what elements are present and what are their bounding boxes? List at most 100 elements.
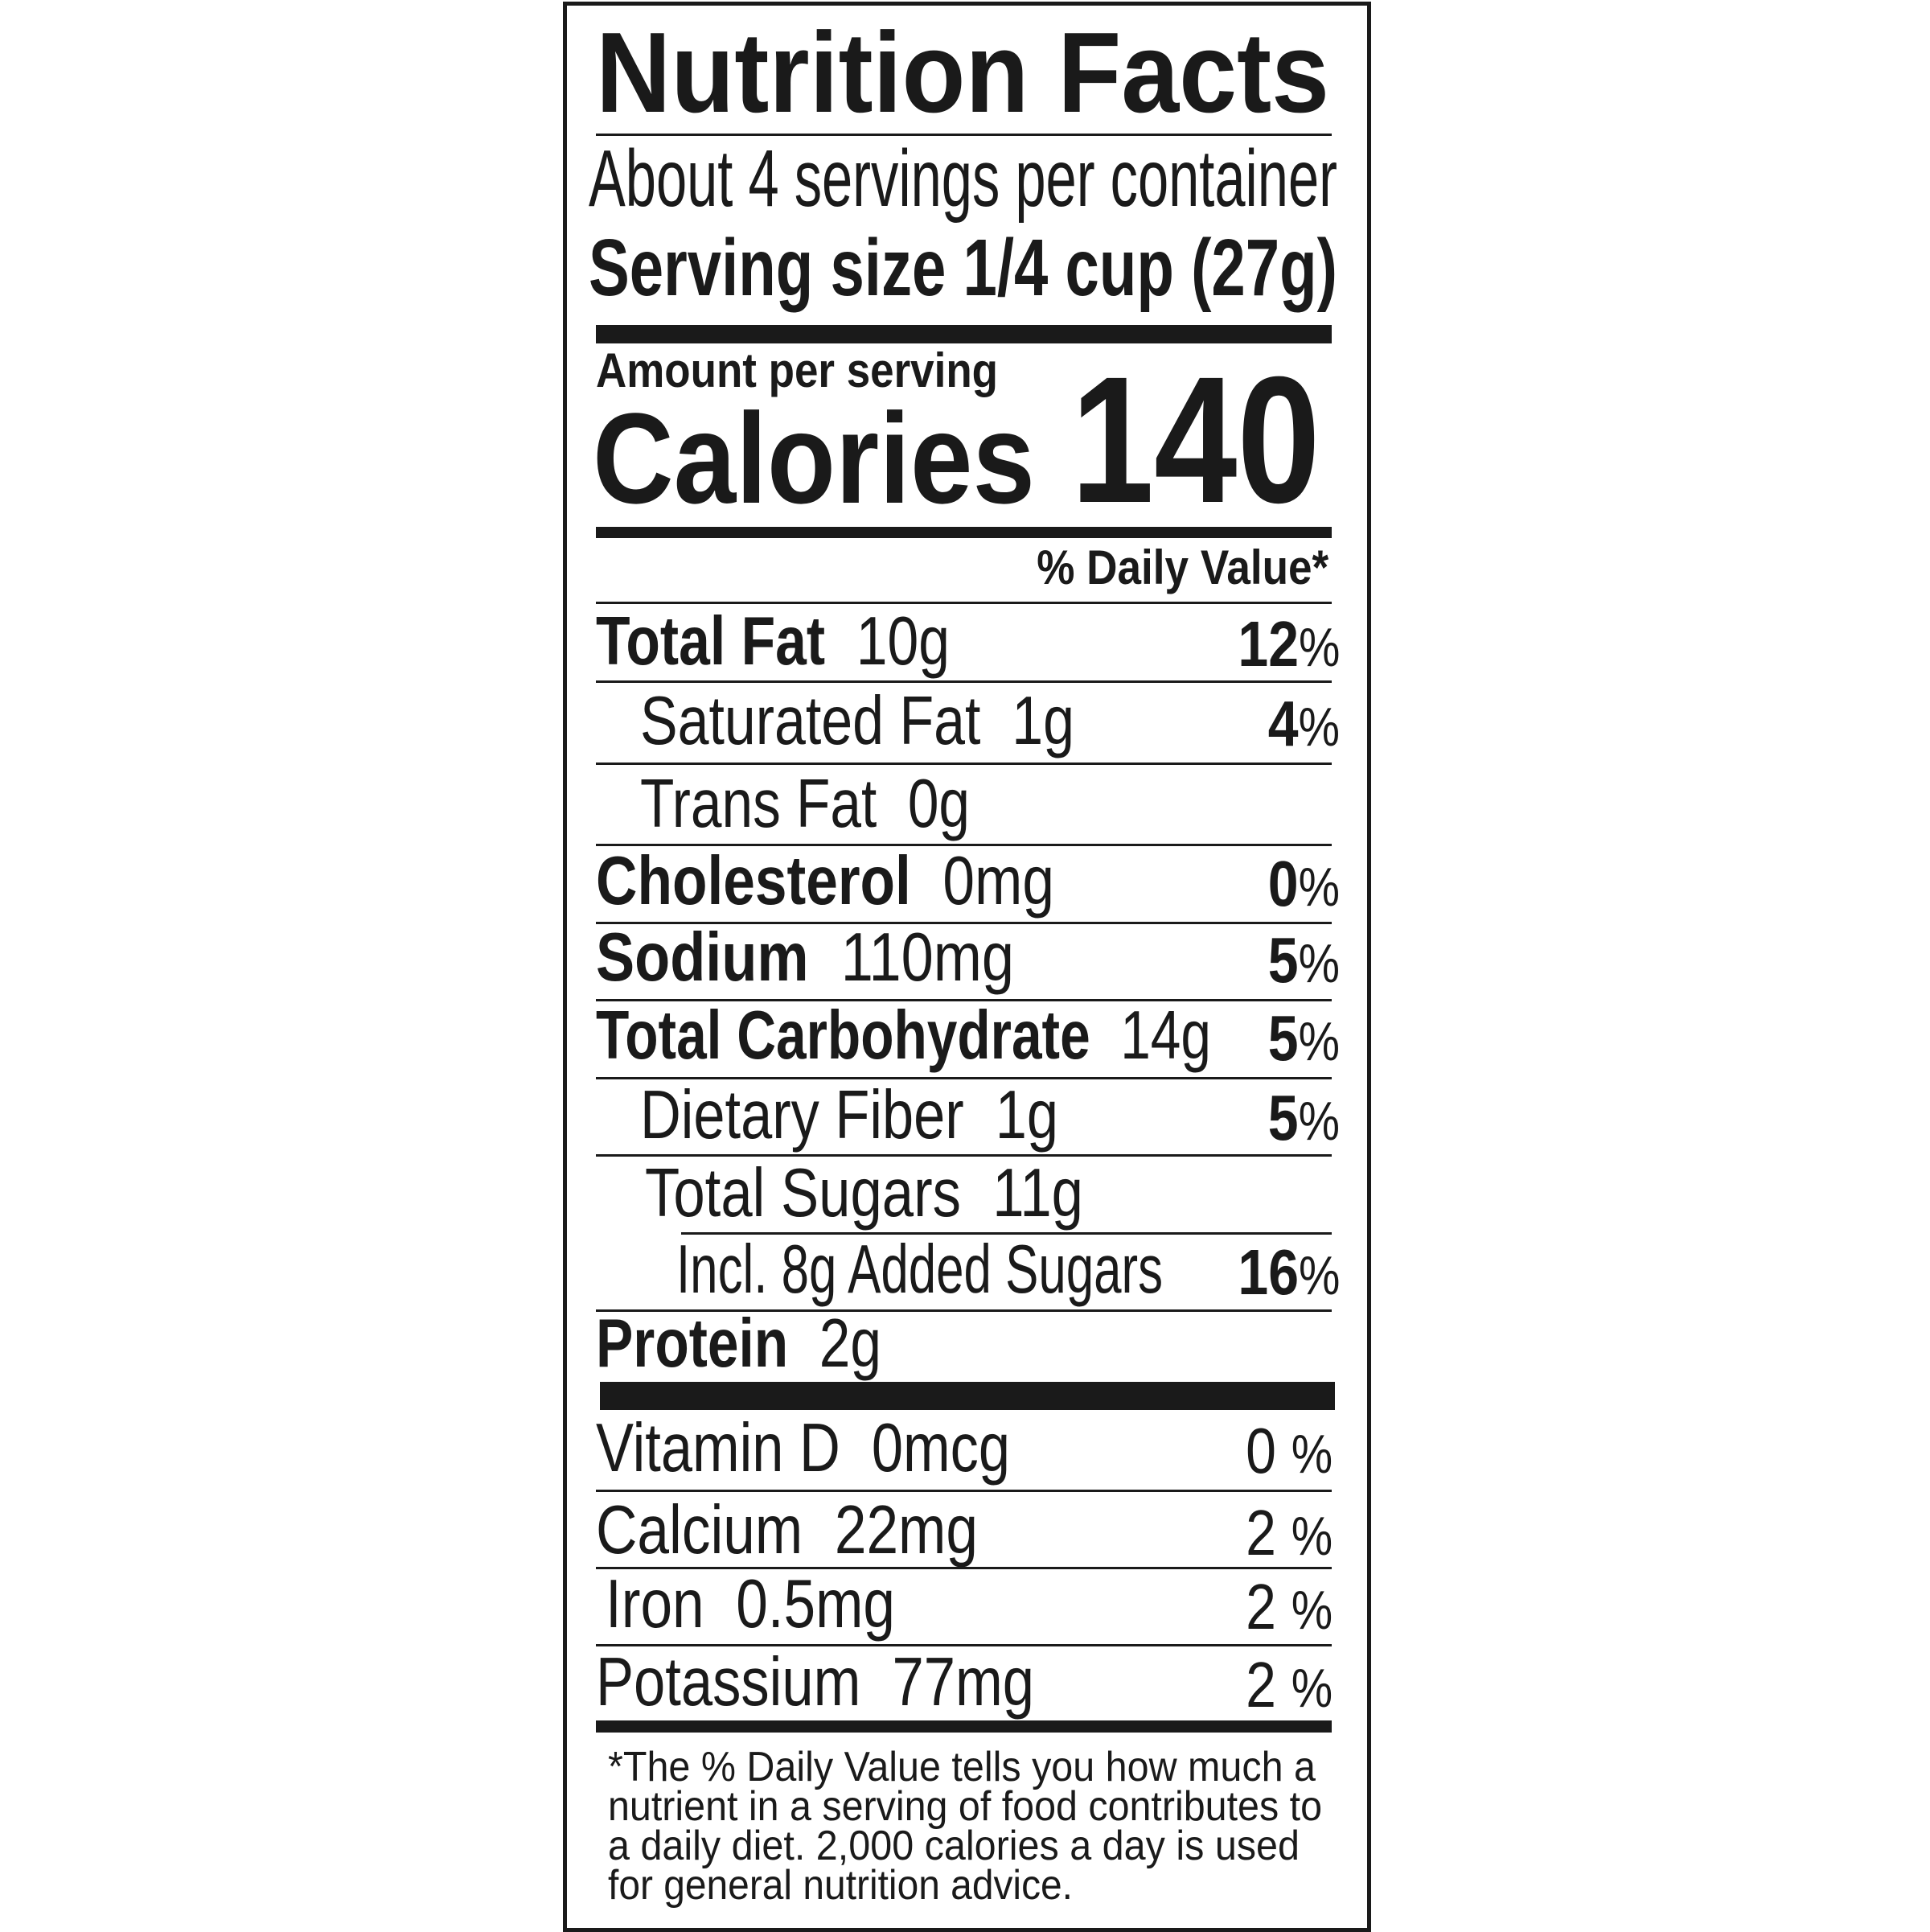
nutrient-name: Protein — [596, 1305, 789, 1382]
nutrient-row: Total Sugars 11g — [645, 1159, 1083, 1227]
vitamin-daily-value: 2 % — [1246, 1575, 1333, 1639]
nutrient-daily-value: 5% — [1268, 928, 1340, 993]
vitamin-name: Calcium — [596, 1492, 803, 1568]
serving-size-label: Serving size — [589, 223, 947, 313]
vitamin-row: Calcium 22mg — [596, 1496, 978, 1564]
percent-sign: % — [1298, 933, 1340, 994]
nutrient-name: Incl. 8g Added Sugars — [676, 1231, 1163, 1308]
daily-value-number: 2 — [1245, 1649, 1276, 1720]
amount-per-serving: Amount per serving — [596, 343, 998, 397]
divider-medium — [596, 527, 1332, 538]
nutrient-row: Sodium 110mg — [596, 923, 1014, 992]
nutrient-row: Incl. 8g Added Sugars — [676, 1235, 1163, 1304]
divider-thick — [596, 325, 1332, 343]
nutrient-amount: 10g — [856, 603, 950, 680]
nutrient-name: Trans Fat — [640, 766, 877, 842]
divider-thin — [596, 1644, 1332, 1646]
daily-value-number: 16 — [1237, 1236, 1299, 1308]
daily-value-header: % Daily Value* — [1037, 541, 1328, 594]
vitamin-daily-value: 0 % — [1246, 1419, 1333, 1483]
nutrient-amount: 1g — [995, 1077, 1058, 1153]
nutrient-row: Dietary Fiber 1g — [640, 1081, 1058, 1149]
nutrient-amount: 14g — [1120, 997, 1211, 1074]
divider-thin — [596, 1490, 1332, 1492]
vitamin-amount: 0mcg — [871, 1410, 1010, 1486]
divider-thin — [596, 1309, 1332, 1312]
nutrient-amount: 1g — [1012, 683, 1074, 759]
nutrient-row: Saturated Fat 1g — [640, 687, 1074, 755]
vitamin-amount: 77mg — [892, 1644, 1034, 1720]
nutrient-row: Total Fat 10g — [596, 607, 950, 676]
daily-value-number: 5 — [1267, 924, 1299, 996]
serving-size: Serving size 1/4 cup (27g) — [589, 228, 1337, 308]
percent-sign: % — [1291, 1506, 1333, 1567]
daily-value-number: 5 — [1267, 1002, 1299, 1074]
daily-value-number: 5 — [1267, 1082, 1299, 1153]
vitamin-name: Potassium — [596, 1644, 861, 1720]
daily-value-number: 2 — [1245, 1497, 1276, 1568]
divider-thin — [596, 1077, 1332, 1079]
calories-value: 140 — [1071, 339, 1320, 541]
divider-thin — [596, 1567, 1332, 1569]
percent-sign: % — [1298, 1245, 1340, 1306]
nutrient-name: Cholesterol — [596, 843, 911, 919]
footnote-line: *The % Daily Value tells you how much a — [608, 1744, 1316, 1790]
divider-thin — [596, 999, 1332, 1001]
nutrient-name: Dietary Fiber — [640, 1077, 964, 1153]
nutrient-name: Saturated Fat — [640, 683, 981, 759]
nutrient-daily-value: 5% — [1268, 1006, 1340, 1071]
divider-thin — [596, 680, 1332, 683]
nutrient-row: Cholesterol 0mg — [596, 847, 1054, 915]
footnote-line: a daily diet. 2,000 calories a day is us… — [608, 1823, 1300, 1869]
nutrient-daily-value: 12% — [1238, 612, 1340, 676]
daily-value-number: 12 — [1237, 608, 1299, 680]
vitamin-row: Potassium 77mg — [596, 1648, 1034, 1716]
nutrient-daily-value: 4% — [1268, 692, 1340, 756]
divider-thin — [596, 134, 1332, 136]
divider-thin — [596, 763, 1332, 765]
vitamin-row: Iron 0.5mg — [606, 1570, 895, 1638]
vitamin-name: Iron — [606, 1566, 704, 1642]
nutrient-amount: 0mg — [942, 843, 1054, 919]
percent-sign: % — [1298, 697, 1340, 758]
divider-thin — [596, 922, 1332, 924]
nutrient-row: Trans Fat 0g — [640, 770, 970, 838]
footnote-line: for general nutrition advice. — [608, 1862, 1073, 1909]
daily-value-number: 0 — [1267, 848, 1299, 919]
percent-sign: % — [1291, 1580, 1333, 1641]
nutrient-row: Total Carbohydrate 14g — [596, 1001, 1211, 1070]
nutrient-daily-value: 0% — [1268, 852, 1340, 916]
nutrient-daily-value: 5% — [1268, 1086, 1340, 1150]
divider-thick — [600, 1382, 1335, 1410]
percent-sign: % — [1291, 1424, 1333, 1485]
nutrient-name: Total Sugars — [645, 1155, 961, 1231]
divider-medium — [596, 1720, 1332, 1733]
vitamin-amount: 0.5mg — [736, 1566, 895, 1642]
nutrient-row: Protein 2g — [596, 1309, 881, 1378]
percent-sign: % — [1298, 1091, 1340, 1152]
footnote-line: nutrient in a serving of food contribute… — [608, 1783, 1322, 1830]
label-title: Nutrition Facts — [596, 9, 1329, 137]
divider-thin — [681, 1232, 1332, 1235]
percent-sign: % — [1298, 1011, 1340, 1072]
nutrient-name: Total Carbohydrate — [596, 997, 1090, 1074]
divider-thin — [596, 1154, 1332, 1157]
vitamin-daily-value: 2 % — [1246, 1501, 1333, 1565]
vitamin-amount: 22mg — [834, 1492, 978, 1568]
percent-sign: % — [1298, 617, 1340, 678]
percent-sign: % — [1298, 857, 1340, 918]
nutrient-daily-value: 16% — [1238, 1240, 1340, 1305]
percent-sign: % — [1291, 1658, 1333, 1719]
daily-value-number: 4 — [1267, 688, 1299, 759]
daily-value-number: 2 — [1245, 1571, 1276, 1642]
serving-size-value: 1/4 cup (27g) — [963, 223, 1337, 313]
vitamin-row: Vitamin D 0mcg — [596, 1414, 1010, 1482]
calories-label: Calories — [593, 386, 1035, 530]
divider-thin — [596, 602, 1332, 604]
vitamin-name: Vitamin D — [596, 1410, 840, 1486]
nutrient-amount: 11g — [992, 1155, 1083, 1231]
nutrient-amount: 2g — [819, 1305, 881, 1382]
nutrient-name: Total Fat — [596, 603, 826, 680]
vitamin-daily-value: 2 % — [1246, 1653, 1333, 1717]
nutrient-amount: 110mg — [840, 919, 1014, 996]
